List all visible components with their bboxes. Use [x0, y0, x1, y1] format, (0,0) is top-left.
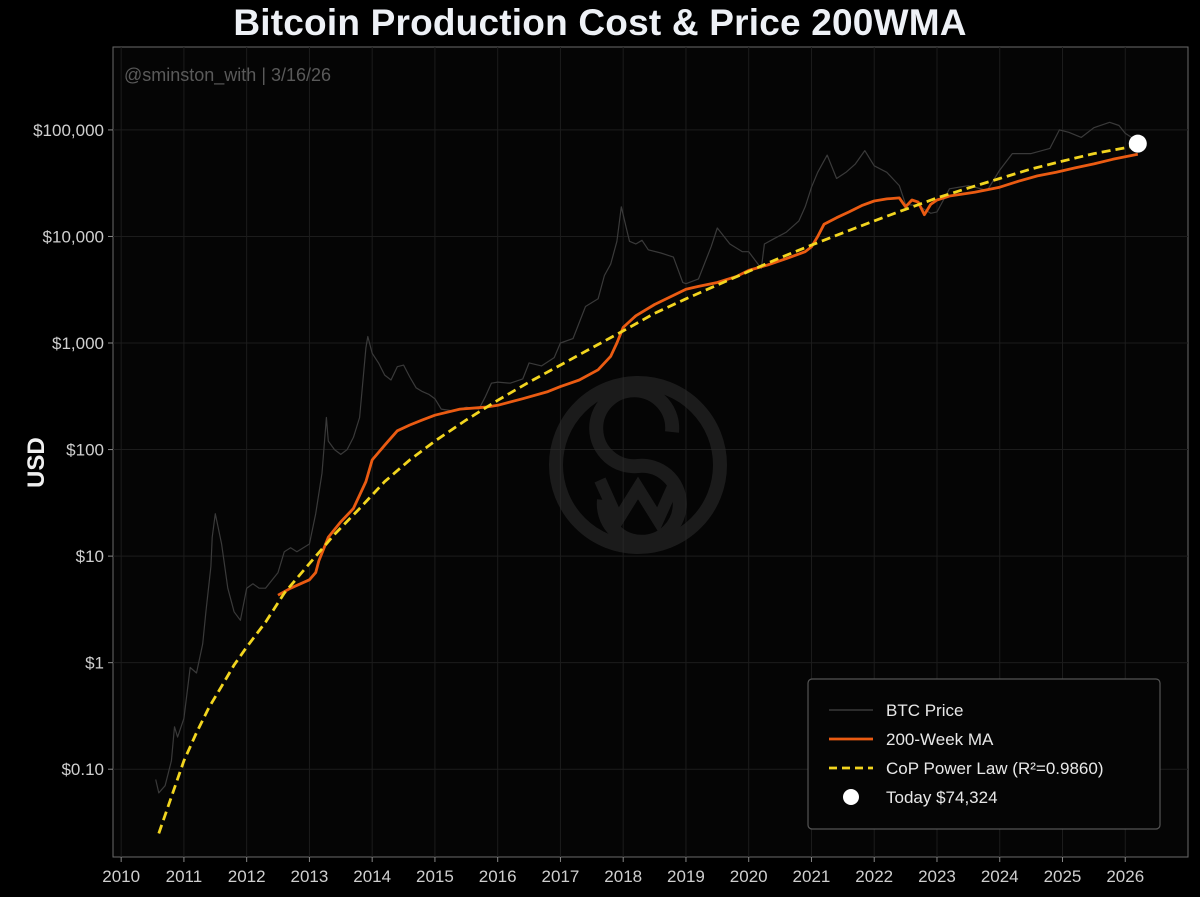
legend-label: CoP Power Law (R²=0.9860) — [886, 759, 1104, 778]
series-line-btc-price — [155, 121, 1139, 794]
x-tick-label: 2025 — [1044, 867, 1082, 886]
legend-box — [807, 678, 1161, 830]
x-tick-label: 2016 — [479, 867, 517, 886]
y-tick-label: $1 — [85, 654, 104, 673]
y-tick-label: $0.10 — [61, 760, 104, 779]
x-tick-label: 2010 — [102, 867, 140, 886]
x-tick-label: 2020 — [730, 867, 768, 886]
x-tick-label: 2013 — [291, 867, 329, 886]
chart-annotation: @sminston_with | 3/16/26 — [124, 65, 331, 86]
watermark-logo — [549, 376, 727, 554]
x-tick-label: 2018 — [604, 867, 642, 886]
legend-label: BTC Price — [886, 701, 963, 720]
x-tick-label: 2017 — [542, 867, 580, 886]
y-tick-label: $10,000 — [43, 227, 104, 246]
x-tick-label: 2026 — [1106, 867, 1144, 886]
y-tick-label: $100 — [66, 441, 104, 460]
series-line-cop-power-law-r-0-9860 — [157, 143, 1139, 834]
y-tick-label: $100,000 — [33, 121, 104, 140]
legend-swatch — [843, 789, 859, 805]
chart-title: Bitcoin Production Cost & Price 200WMA — [233, 2, 967, 43]
today-marker — [1128, 134, 1147, 153]
y-tick-label: $10 — [76, 547, 104, 566]
grid — [113, 47, 1188, 857]
x-tick-label: 2024 — [981, 867, 1019, 886]
x-tick-label: 2011 — [166, 867, 203, 886]
x-axis: 2010 2011 2012 2013 2014 2015 2016 2017 2018 2019… — [102, 857, 1144, 886]
legend-label: 200-Week MA — [886, 730, 994, 749]
x-tick-label: 2014 — [353, 867, 391, 886]
series-layer — [155, 121, 1147, 834]
x-tick-label: 2023 — [918, 867, 956, 886]
x-tick-label: 2012 — [228, 867, 266, 886]
x-tick-label: 2015 — [416, 867, 454, 886]
y-tick-label: $1,000 — [52, 334, 104, 353]
legend-label: Today $74,324 — [886, 788, 998, 807]
legend: BTC Price 200-Week MA CoP Power Law (R²=0.… — [807, 678, 1161, 830]
x-tick-label: 2019 — [667, 867, 705, 886]
y-axis: $0.10 $1 $10 $100 $1,000 $10,000 $100,000 — [33, 121, 113, 779]
x-tick-label: 2021 — [793, 867, 831, 886]
x-tick-label: 2022 — [855, 867, 893, 886]
